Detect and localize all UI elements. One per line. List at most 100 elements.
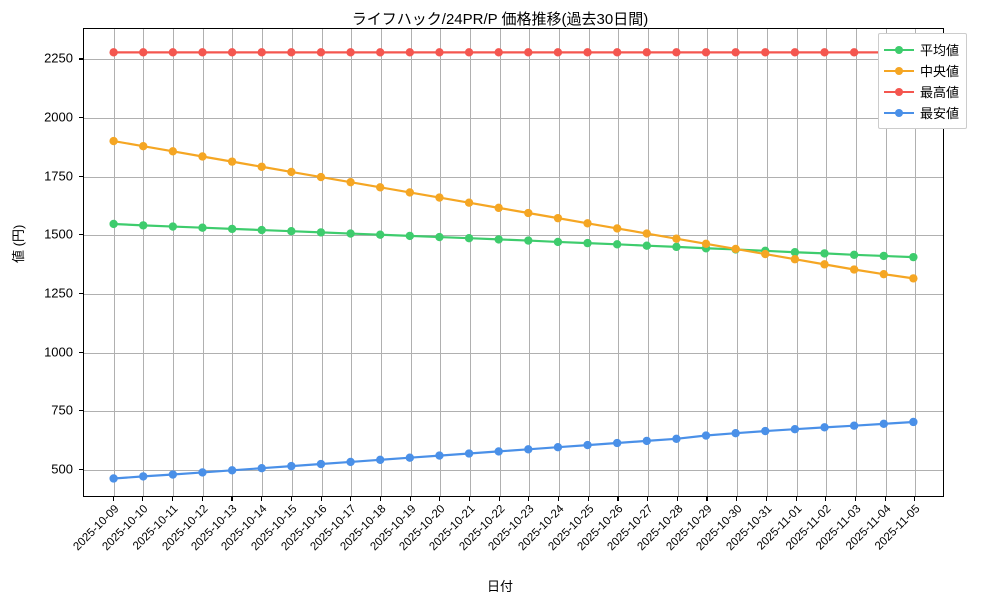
series-marker xyxy=(316,48,326,57)
series-marker xyxy=(287,167,296,177)
series-marker xyxy=(227,466,237,475)
y-tick-mark xyxy=(79,175,83,177)
gridline-horizontal xyxy=(84,235,943,237)
series-marker xyxy=(761,249,770,259)
series-marker xyxy=(376,230,385,239)
legend-item-2[interactable]: 中央値 xyxy=(884,60,959,81)
gridline-vertical xyxy=(499,29,501,496)
series-marker xyxy=(464,198,474,207)
series-marker xyxy=(524,48,533,57)
series-marker xyxy=(642,229,651,238)
gridline-vertical xyxy=(677,29,679,496)
x-tick-mark xyxy=(231,497,233,501)
series-marker xyxy=(612,240,622,249)
series-marker xyxy=(612,224,622,233)
y-tick-label: 2000 xyxy=(44,109,73,125)
series-marker xyxy=(524,236,533,245)
gridline-vertical xyxy=(410,29,412,496)
series-marker xyxy=(731,48,740,57)
gridline-horizontal xyxy=(84,352,943,354)
series-marker xyxy=(376,183,385,192)
series-marker xyxy=(909,274,918,283)
legend-item-3[interactable]: 最高値 xyxy=(884,81,959,102)
x-tick-mark xyxy=(617,497,619,501)
series-marker xyxy=(346,177,355,187)
series-marker xyxy=(672,434,681,443)
x-tick-mark xyxy=(468,497,471,501)
gridline-vertical xyxy=(113,29,115,496)
legend-item-4[interactable]: 最安値 xyxy=(884,102,959,123)
x-tick-mark xyxy=(706,497,708,501)
x-tick-mark xyxy=(201,497,203,501)
series-marker xyxy=(494,48,503,57)
gridline-vertical xyxy=(529,29,531,496)
series-marker xyxy=(168,470,178,479)
series-marker xyxy=(168,48,178,57)
series-marker xyxy=(731,244,740,254)
chart-title: ライフハック/24PR/P 価格推移(過去30日間) xyxy=(351,11,649,28)
series-marker xyxy=(287,48,296,57)
x-tick-mark xyxy=(825,497,827,501)
series-marker xyxy=(879,251,888,261)
series-marker xyxy=(583,440,592,450)
series-marker xyxy=(642,241,651,250)
legend-swatch-icon xyxy=(884,43,914,57)
gridline-vertical xyxy=(202,29,204,496)
gridline-vertical xyxy=(737,29,739,496)
series-marker xyxy=(524,445,533,454)
gridline-vertical xyxy=(707,29,709,496)
x-tick-mark xyxy=(261,497,263,501)
series-marker xyxy=(168,147,178,156)
series-marker xyxy=(346,48,355,57)
gridline-vertical xyxy=(766,29,768,496)
series-marker xyxy=(849,250,859,259)
series-marker xyxy=(464,48,474,57)
series-marker xyxy=(879,269,888,279)
series-marker xyxy=(316,459,326,469)
x-tick-mark xyxy=(290,497,292,501)
gridline-horizontal xyxy=(84,411,943,413)
gridline-vertical xyxy=(588,29,590,496)
series-marker xyxy=(139,221,148,230)
legend-label: 平均値 xyxy=(920,43,960,58)
series-marker xyxy=(790,255,800,264)
series-marker xyxy=(227,224,237,234)
legend-item-1[interactable]: 平均値 xyxy=(884,39,959,60)
legend-swatch-icon xyxy=(884,85,914,99)
x-tick-mark xyxy=(914,497,916,501)
series-marker xyxy=(494,235,503,244)
series-line xyxy=(112,139,915,280)
x-tick-mark xyxy=(854,497,857,501)
series-line xyxy=(112,222,915,259)
series-marker xyxy=(553,213,563,223)
x-tick-mark xyxy=(528,497,530,501)
series-marker xyxy=(761,48,770,57)
gridline-vertical xyxy=(469,29,471,496)
series-marker xyxy=(109,474,118,483)
series-marker xyxy=(257,162,266,171)
legend-label: 最安値 xyxy=(920,106,960,121)
legend-swatch-icon xyxy=(884,64,914,78)
x-tick-mark xyxy=(320,497,322,501)
series-marker xyxy=(553,48,563,57)
x-tick-mark xyxy=(379,497,381,501)
series-marker xyxy=(583,238,592,248)
x-tick-mark xyxy=(172,497,174,501)
gridline-vertical xyxy=(291,29,293,496)
series-marker xyxy=(376,455,385,464)
series-marker xyxy=(198,468,207,477)
series-marker xyxy=(227,157,237,166)
series-marker xyxy=(701,431,711,440)
gridline-vertical xyxy=(380,29,382,496)
series-marker xyxy=(731,429,740,438)
y-tick-label: 2250 xyxy=(44,50,73,66)
series-marker xyxy=(109,136,118,146)
series-marker xyxy=(672,234,681,243)
x-tick-mark xyxy=(676,497,678,501)
legend-label: 中央値 xyxy=(920,64,960,79)
gridline-vertical xyxy=(351,29,353,496)
x-tick-mark xyxy=(350,497,352,501)
gridline-vertical xyxy=(143,29,145,496)
series-marker xyxy=(583,48,592,57)
